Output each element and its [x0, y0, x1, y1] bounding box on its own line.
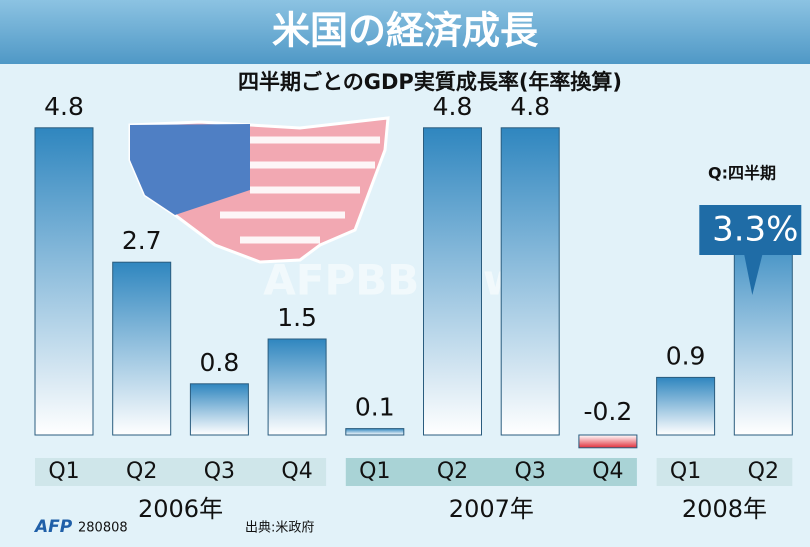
bar	[189, 383, 249, 436]
bar	[267, 338, 327, 436]
value-label: 3.3%	[712, 210, 798, 250]
x-tick-label: Q3	[515, 459, 546, 484]
code: 280808	[78, 521, 128, 536]
x-tick-label: Q2	[748, 459, 779, 484]
value-label: 0.8	[200, 348, 240, 377]
value-label: 4.8	[433, 92, 473, 121]
year-label: 2008年	[682, 495, 767, 523]
quarter-strip	[345, 458, 637, 486]
x-tick-label: Q3	[204, 459, 235, 484]
value-label: 0.1	[355, 393, 395, 422]
x-tick-label: Q1	[48, 459, 79, 484]
x-tick-label: Q2	[437, 459, 468, 484]
bar	[34, 127, 94, 436]
value-label: 1.5	[277, 303, 317, 332]
bar	[423, 127, 482, 436]
title-bar	[0, 0, 810, 64]
callout	[699, 205, 802, 295]
value-label: 2.7	[122, 226, 162, 255]
source: 出典:米政府	[245, 521, 314, 536]
note: Q:四半期	[708, 164, 776, 183]
bar	[656, 376, 716, 436]
x-tick-label: Q2	[126, 459, 157, 484]
chart-title: 米国の経済成長	[272, 9, 539, 53]
x-tick-label: Q1	[670, 459, 701, 484]
quarter-strip	[656, 458, 793, 486]
bar	[578, 434, 638, 449]
bar	[112, 261, 172, 436]
value-label: 4.8	[510, 92, 550, 121]
x-tick-label: Q4	[592, 459, 623, 484]
x-tick-label: Q4	[281, 459, 312, 484]
year-label: 2007年	[449, 495, 534, 523]
bar	[500, 127, 560, 436]
subtitle: 四半期ごとのGDP実質成長率(年率換算)	[238, 70, 622, 94]
year-label: 2006年	[138, 495, 223, 523]
bar	[733, 223, 793, 436]
agency-logo: AFP	[33, 517, 73, 537]
x-tick-label: Q1	[359, 459, 390, 484]
quarter-strip	[35, 458, 327, 486]
value-label: 4.8	[44, 92, 84, 121]
bar	[345, 428, 405, 436]
value-label: 0.9	[666, 341, 706, 370]
value-label: -0.2	[584, 397, 633, 426]
us-flag-map	[128, 116, 390, 264]
watermark: AFPBBNews	[263, 256, 546, 305]
